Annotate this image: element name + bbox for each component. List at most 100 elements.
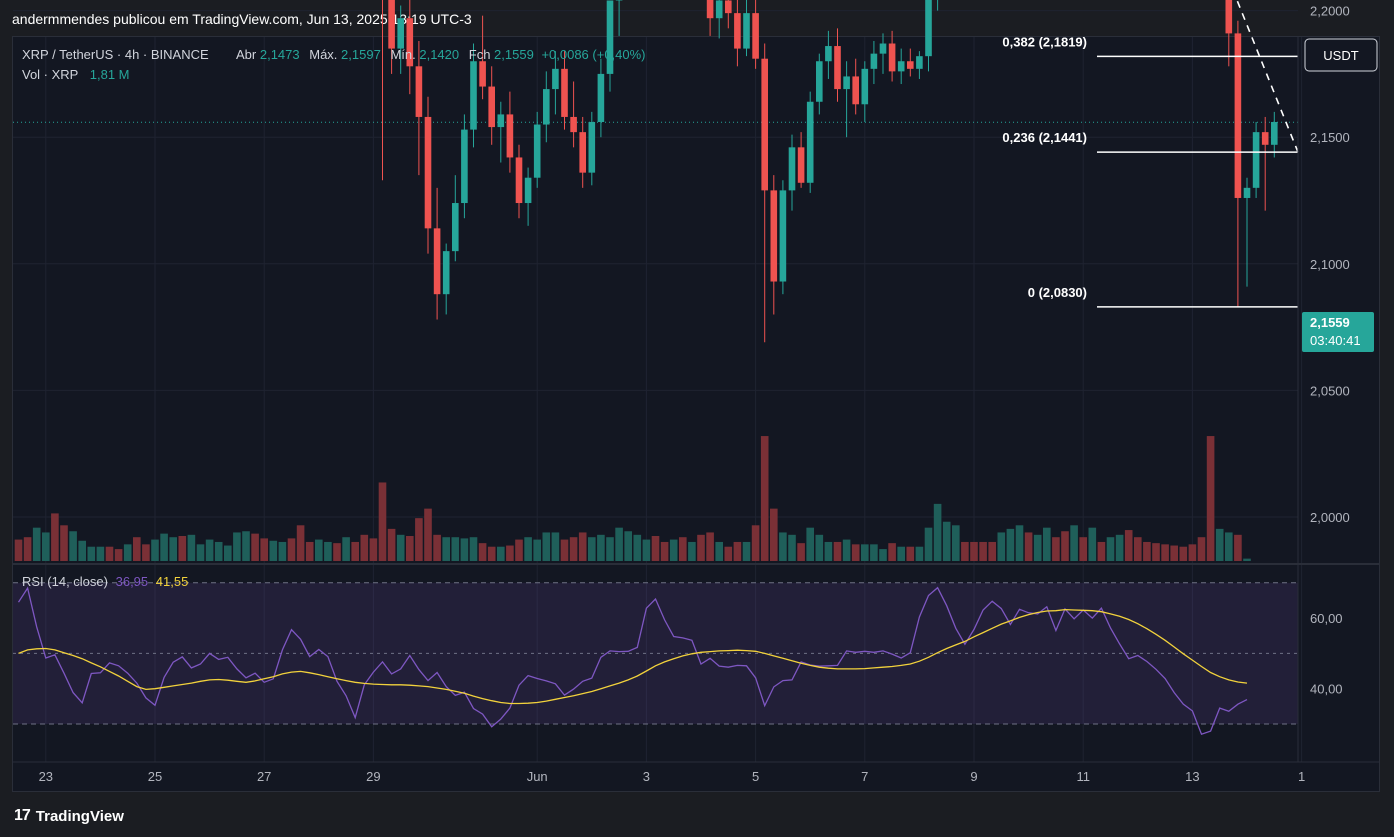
- tradingview-logo[interactable]: 17 TradingView: [14, 806, 124, 826]
- fib-level-label: 0,382 (2,1819): [1002, 34, 1087, 49]
- volume-bar: [988, 541, 996, 561]
- volume-bar: [142, 544, 150, 561]
- candle-body: [433, 228, 441, 295]
- volume-bar: [1070, 525, 1078, 561]
- volume-bar: [824, 541, 833, 561]
- close-label: Fch: [469, 47, 491, 62]
- volume-bar: [1134, 537, 1142, 561]
- volume-bar: [851, 544, 860, 561]
- rsi-panel: [13, 582, 1298, 736]
- volume-bar: [1170, 545, 1178, 561]
- volume-bar: [1097, 541, 1106, 561]
- volume-bar: [133, 537, 141, 561]
- price-tag-bg: [1302, 312, 1374, 352]
- high-value: 2,1597: [341, 47, 381, 62]
- volume-bar: [651, 536, 660, 561]
- currency-button[interactable]: USDT: [1323, 48, 1358, 63]
- candle-body: [497, 114, 505, 128]
- candle-body: [543, 89, 550, 125]
- last-price-tag: 2,1559 03:40:41: [1302, 312, 1374, 352]
- volume-bar: [287, 538, 296, 561]
- volume-bar: [1161, 544, 1169, 561]
- publish-line: andermmendes publicou em TradingView.com…: [12, 11, 472, 27]
- tradingview-logo-icon: 17: [14, 807, 31, 824]
- time-tick-label: 7: [861, 769, 868, 784]
- currency-button-bg[interactable]: [1304, 38, 1378, 72]
- volume-bar: [51, 513, 59, 561]
- price-tick-label: 2,0000: [1310, 510, 1350, 525]
- legend-symbol[interactable]: XRP / TetherUS · 4h · BINANCE: [22, 47, 209, 62]
- candle-body: [388, 0, 395, 49]
- volume-bar: [214, 541, 223, 561]
- volume-bar: [715, 541, 723, 561]
- candle-body: [588, 122, 596, 173]
- candle-body: [907, 61, 914, 69]
- volume-bar: [469, 537, 478, 561]
- candle-body: [761, 58, 768, 191]
- price-tick-label: 2,1000: [1310, 257, 1350, 272]
- volume-bar: [1234, 534, 1242, 561]
- candle-body: [770, 190, 778, 282]
- candle-body: [706, 0, 714, 19]
- volume-bar: [870, 544, 878, 561]
- volume-bar: [760, 436, 769, 561]
- volume-bar: [770, 508, 778, 561]
- volume-bar: [487, 546, 496, 561]
- volume-bar: [997, 532, 1006, 561]
- volume-bar: [442, 537, 450, 561]
- candle-body: [916, 56, 923, 69]
- volume-bar: [933, 503, 942, 561]
- volume-bar: [123, 544, 132, 561]
- volume-bar: [915, 546, 924, 561]
- volume-bar: [23, 537, 32, 561]
- legend-ohlc: Abr 2,1473 Máx. 2,1597 Mín. 2,1420 Fch 2…: [236, 47, 646, 62]
- volume-bar: [242, 531, 250, 561]
- volume-bar: [606, 537, 614, 561]
- volume-bar: [706, 532, 714, 561]
- volume-legend[interactable]: Vol · XRP 1,81 M: [22, 67, 130, 82]
- price-tick-label: 2,0500: [1310, 383, 1350, 398]
- candle-body: [397, 18, 404, 49]
- rsi-ma-line: [18, 608, 1248, 705]
- time-tick-label: 23: [39, 769, 53, 784]
- volume-bar: [342, 537, 350, 561]
- candle-body: [479, 61, 486, 87]
- volume-bar: [378, 482, 387, 561]
- volume-bar: [560, 539, 569, 561]
- volume-bar: [260, 538, 268, 561]
- volume-bar: [178, 536, 187, 561]
- volume-bar: [351, 541, 359, 561]
- candle-body: [1252, 132, 1260, 188]
- volume-bar: [788, 534, 796, 561]
- candle-body: [1234, 33, 1242, 198]
- candle-body: [852, 76, 859, 105]
- candle-body: [806, 101, 814, 183]
- candle-body: [1271, 122, 1278, 145]
- rsi-legend[interactable]: RSI (14, close) 36,95 41,55: [22, 574, 188, 589]
- candle-body: [788, 147, 796, 191]
- volume-bar: [69, 531, 77, 561]
- volume-bar: [424, 508, 432, 561]
- candle-body: [552, 68, 559, 90]
- candle-body: [597, 73, 605, 123]
- volume-bar: [433, 534, 441, 561]
- volume-bar: [779, 532, 787, 561]
- volume-bar: [387, 528, 396, 561]
- open-label: Abr: [236, 47, 257, 62]
- time-tick-label: 25: [148, 769, 162, 784]
- rsi-tick-label: 60,00: [1310, 611, 1343, 626]
- volume-label: Vol · XRP: [22, 67, 78, 82]
- grid-lines: [13, 10, 1303, 762]
- volume-bar: [1215, 528, 1224, 561]
- fibonacci-retracement[interactable]: 1 (2,3419)0,786 (2,2963)0,618 (2,2430)0,…: [1002, 0, 1299, 308]
- publish-header: andermmendes publicou em TradingView.com…: [0, 0, 1394, 36]
- volume-bar: [1197, 537, 1206, 561]
- time-tick-label: 3: [643, 769, 650, 784]
- volume-bar: [751, 525, 760, 561]
- volume-bar: [224, 545, 232, 561]
- volume-bar: [1088, 527, 1097, 561]
- candle-body: [734, 13, 741, 49]
- volume-bar: [96, 546, 105, 561]
- candle-body: [897, 61, 905, 72]
